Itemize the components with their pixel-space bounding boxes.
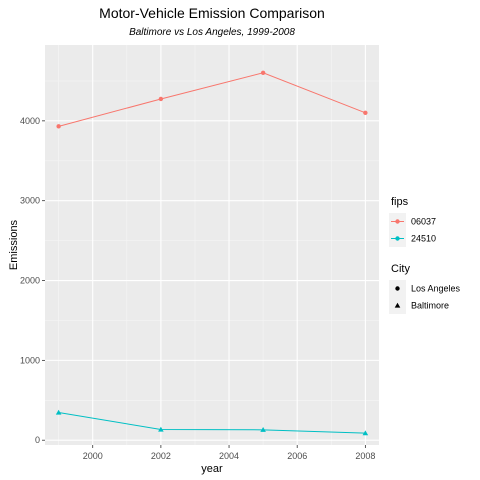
legend-label: Los Angeles: [411, 284, 461, 294]
x-axis-title: year: [201, 463, 223, 475]
y-tick-label: 2000: [20, 276, 40, 286]
grid-major: [45, 45, 379, 445]
y-axis-title: Emissions: [8, 219, 20, 270]
legend-label: 24510: [411, 234, 436, 244]
x-tick-label: 2008: [355, 451, 375, 461]
data-point-24510: [158, 426, 164, 432]
chart-subtitle: Baltimore vs Los Angeles, 1999-2008: [129, 27, 295, 38]
data-point-06037: [158, 96, 164, 102]
plot-panel: [45, 45, 379, 445]
x-tick-label: 2006: [287, 451, 307, 461]
series-line-06037: [58, 72, 366, 127]
grid-minor: [45, 45, 379, 445]
legend-shape: [394, 302, 401, 308]
legend-point: [395, 236, 400, 241]
chart-title: Motor-Vehicle Emission Comparison: [99, 5, 325, 21]
y-tick-label: 4000: [20, 116, 40, 126]
x-tick-label: 2004: [219, 451, 239, 461]
data-point-24510: [362, 430, 369, 436]
legend-shape: [395, 286, 400, 291]
data-point-24510: [260, 427, 266, 432]
data-point-06037: [56, 124, 61, 129]
series-layer: [55, 70, 369, 436]
x-axis-ticks: 2000 2002 2004 2006 2008: [83, 445, 375, 461]
x-tick-label: 2000: [83, 451, 103, 461]
y-tick-label: 0: [35, 435, 40, 445]
data-point-06037: [363, 110, 368, 115]
series-line-24510: [58, 412, 366, 434]
legend-label: Baltimore: [411, 301, 449, 311]
legend-point: [395, 219, 400, 224]
legend-title: fips: [391, 196, 409, 208]
y-tick-label: 1000: [20, 355, 40, 365]
y-axis-ticks: 0 1000 2000 3000 4000: [20, 116, 45, 445]
data-point-06037: [260, 70, 266, 75]
y-tick-label: 3000: [20, 196, 40, 206]
data-point-24510: [55, 409, 62, 415]
x-tick-label: 2002: [151, 451, 171, 461]
legend-title: City: [391, 263, 410, 275]
legend-label: 06037: [411, 217, 436, 227]
